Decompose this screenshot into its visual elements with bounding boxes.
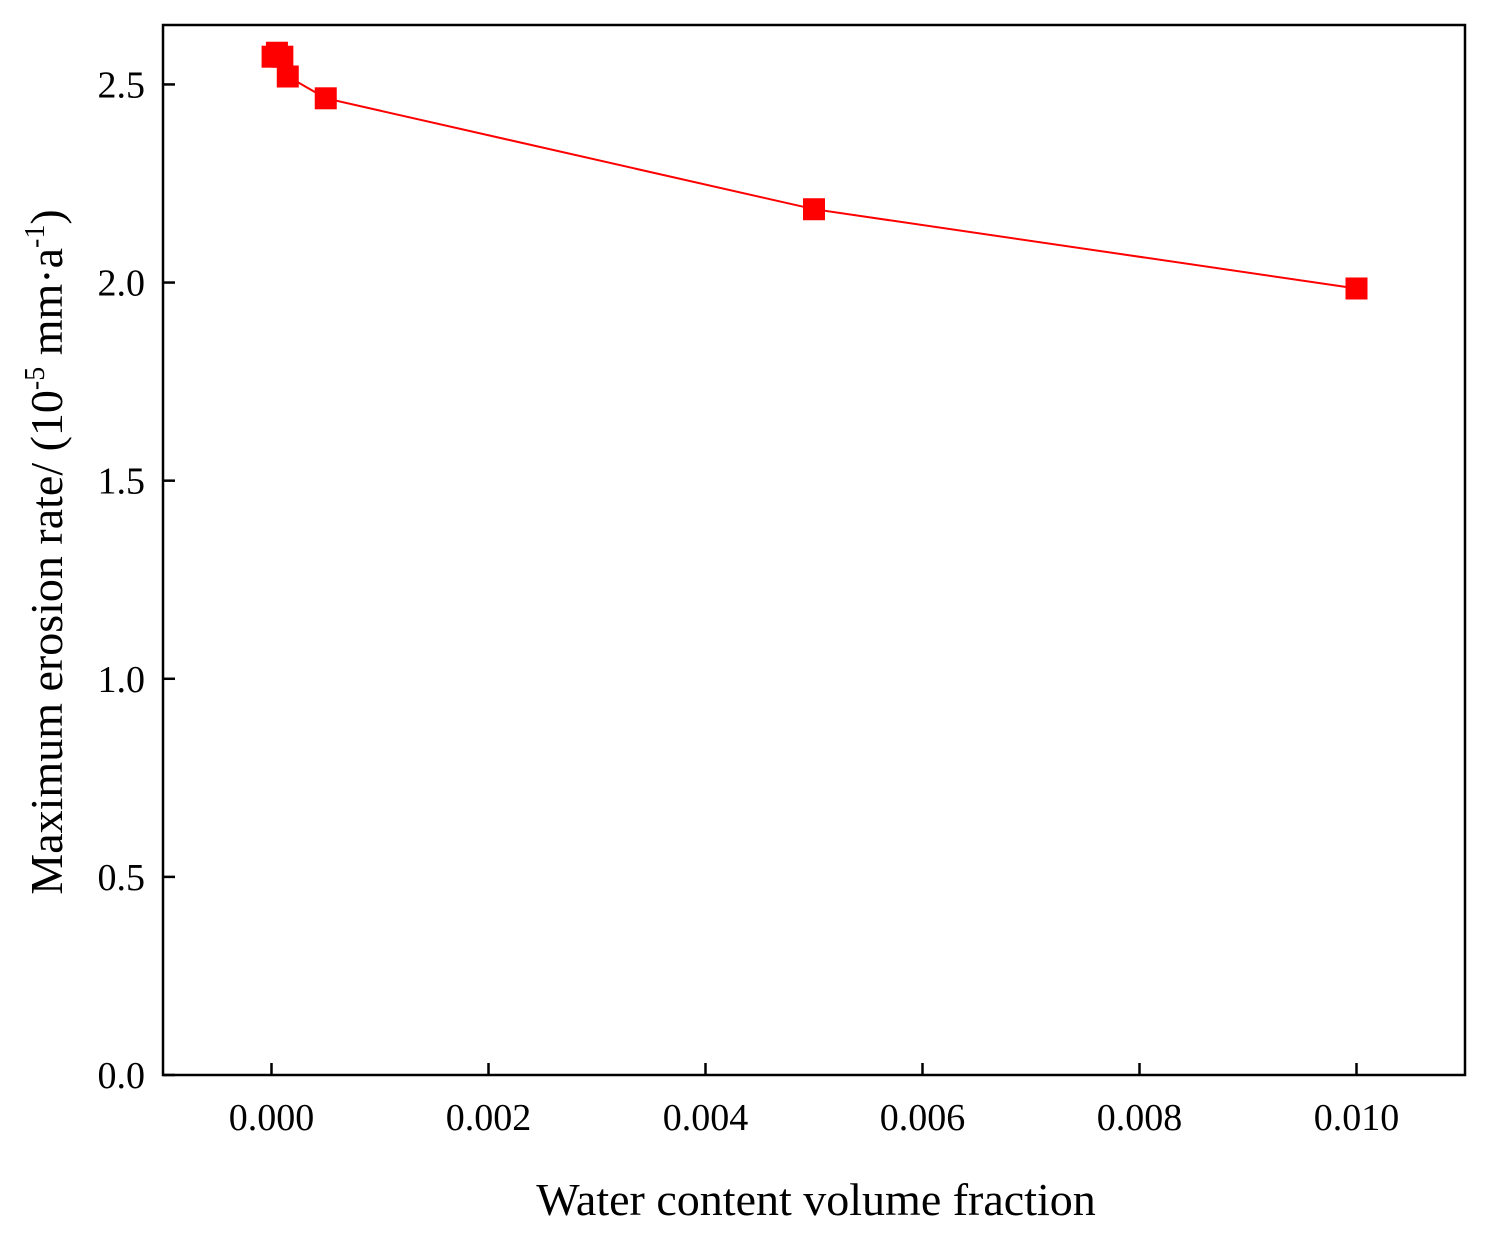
y-tick-label: 2.5	[98, 64, 146, 106]
x-tick-label: 0.004	[663, 1097, 749, 1139]
y-axis-title-exp2: -1	[20, 225, 51, 248]
y-tick-label: 0.0	[98, 1055, 146, 1097]
data-point-marker	[1345, 277, 1368, 300]
x-axis-title: Water content volume fraction	[536, 1174, 1096, 1225]
ticks-layer: 0.000 0.002 0.004 0.006 0.008 0.010 0.0 0.5 1.0 1…	[98, 64, 1400, 1139]
y-tick-label: 1.5	[98, 461, 146, 503]
y-tick-label: 1.0	[98, 659, 146, 701]
series-layer	[261, 41, 1368, 300]
y-tick-label: 0.5	[98, 857, 146, 899]
data-point-marker	[803, 198, 825, 221]
x-tick-label: 0.006	[880, 1097, 966, 1139]
axes-layer	[161, 23, 1467, 1077]
data-point-marker	[271, 45, 294, 68]
x-tick-label: 0.002	[446, 1097, 532, 1139]
data-point-marker	[314, 87, 337, 110]
y-tick-label: 2.0	[98, 263, 146, 305]
x-tick-label: 0.000	[229, 1097, 315, 1139]
y-axis-title: Maximum erosion rate/ (10-5 mm·a-1)	[20, 209, 72, 894]
y-axis-title-end: )	[21, 209, 72, 224]
x-tick-label: 0.008	[1097, 1097, 1183, 1139]
series-line	[271, 51, 1357, 290]
y-axis-title-exp1: -5	[20, 367, 51, 390]
y-axis-title-mid: mm·a	[21, 248, 72, 367]
data-point-marker	[276, 65, 299, 88]
plot-frame	[161, 23, 1467, 1077]
x-tick-label: 0.010	[1314, 1097, 1400, 1139]
y-axis-title-main: Maximum erosion rate/ (10	[21, 390, 72, 895]
